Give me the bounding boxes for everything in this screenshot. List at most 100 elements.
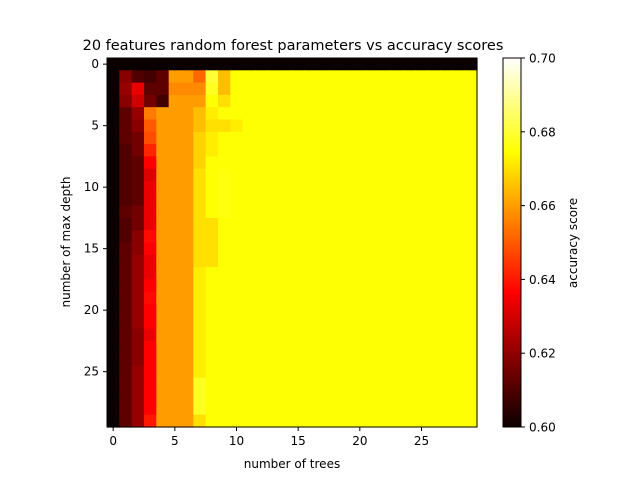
heatmap-cell [464,267,478,280]
heatmap-cell [119,414,133,428]
heatmap-cell [292,119,305,133]
x-axis-ticks: 0 5 10 15 20 25 [109,427,429,448]
heatmap-cell [193,402,207,416]
heatmap-cell [267,205,281,219]
heatmap-cell [366,119,379,133]
heatmap-cell [230,58,244,71]
heatmap-cell [378,242,392,256]
heatmap-cell [440,390,453,403]
heatmap-cell [242,70,256,84]
heatmap-cell [131,377,145,391]
heatmap-cell [181,390,194,403]
heatmap-cell [440,267,453,280]
heatmap-cell [144,304,157,317]
heatmap-cell [427,365,441,379]
heatmap-cell [316,353,330,367]
heatmap-cell [131,267,145,280]
heatmap-cell [378,316,392,330]
heatmap-cell [279,390,293,403]
heatmap-cell [341,402,355,416]
heatmap-cell [440,340,453,354]
heatmap-cell [452,279,466,293]
heatmap-cell [267,291,281,305]
heatmap-cell [440,119,453,133]
heatmap-cell [205,316,219,330]
heatmap-cell [415,267,429,280]
heatmap-cell [168,254,182,268]
colorbar-tick-label: 0.66 [529,199,556,213]
heatmap-cell [292,414,305,428]
heatmap-cell [292,267,305,280]
colorbar-label: accuracy score [566,198,580,288]
heatmap-cell [304,353,318,367]
heatmap-cell [403,377,416,391]
heatmap-cell [440,328,453,342]
heatmap-cell [341,316,355,330]
heatmap-cell [230,181,244,194]
heatmap-cell [255,291,268,305]
heatmap-cell [366,156,379,170]
heatmap-cell [329,70,342,84]
heatmap-cell [329,205,342,219]
heatmap-cell [378,402,392,416]
heatmap-cell [168,353,182,367]
heatmap-cell [218,193,231,207]
heatmap-cell [205,156,219,170]
heatmap-cell [440,217,453,231]
heatmap-cell [316,377,330,391]
heatmap-cell [144,316,157,330]
heatmap-cell [255,414,268,428]
heatmap-cell [427,230,441,244]
heatmap-cell [464,390,478,403]
heatmap-cell [316,94,330,108]
heatmap-cell [218,414,231,428]
heatmap-cell [366,217,379,231]
heatmap-cell [267,131,281,145]
heatmap-cell [242,144,256,157]
heatmap-cell [464,304,478,317]
heatmap-cell [464,119,478,133]
heatmap-cell [242,316,256,330]
heatmap-cell [415,107,429,121]
heatmap-cell [242,156,256,170]
heatmap-cell [230,267,244,280]
heatmap-cell [255,217,268,231]
heatmap-cell [366,267,379,280]
heatmap-cell [156,267,170,280]
heatmap-cell [205,131,219,145]
heatmap-cell [279,291,293,305]
heatmap-cell [267,267,281,280]
heatmap-cell [366,205,379,219]
heatmap-cell [292,205,305,219]
heatmap-cell [144,353,157,367]
heatmap-cell [242,353,256,367]
heatmap-cell [316,168,330,182]
heatmap-cell [156,131,170,145]
heatmap-cell [353,316,367,330]
heatmap-cell [452,193,466,207]
heatmap-cell [427,193,441,207]
heatmap-cell [329,107,342,121]
heatmap-cell [390,193,404,207]
heatmap-cell [440,193,453,207]
heatmap-cell [452,291,466,305]
heatmap-cell [279,414,293,428]
heatmap-cell [366,414,379,428]
heatmap-cell [156,144,170,157]
heatmap-cell [168,340,182,354]
heatmap-cell [366,254,379,268]
heatmap-cell [452,340,466,354]
heatmap-cell [242,242,256,256]
heatmap-cell [156,119,170,133]
heatmap-cell [304,119,318,133]
plot-frame [106,57,478,428]
heatmap-cell [415,94,429,108]
heatmap-cell [415,340,429,354]
heatmap-cell [218,279,231,293]
heatmap-cell [316,70,330,84]
heatmap-cell [452,119,466,133]
heatmap-cell [427,353,441,367]
heatmap-cell [267,82,281,96]
heatmap-cell [119,304,133,317]
heatmap-cell [403,168,416,182]
